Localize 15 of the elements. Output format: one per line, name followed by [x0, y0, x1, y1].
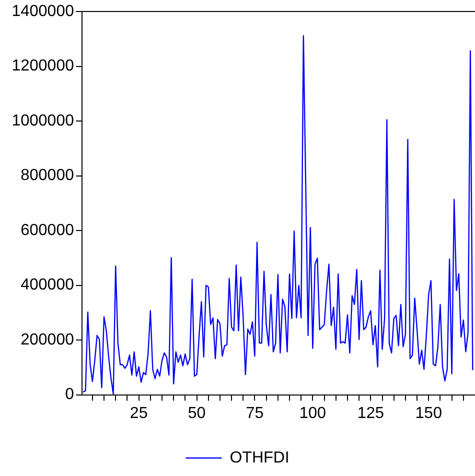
y-tick-label: 400000 [20, 276, 74, 294]
y-tick-label: 1400000 [12, 3, 74, 20]
y-tick-label: 0 [65, 386, 74, 404]
y-tick-label: 200000 [20, 331, 74, 348]
legend-label: OTHFDI [230, 449, 290, 466]
x-tick-label: 25 [130, 404, 148, 422]
x-tick-label: 150 [415, 404, 442, 422]
y-tick-label: 1000000 [12, 112, 74, 130]
x-tick-label: 125 [357, 404, 384, 422]
y-tick-label: 1200000 [12, 58, 74, 75]
x-tick-label: 75 [246, 404, 264, 422]
x-tick-label: 50 [188, 404, 206, 422]
y-tick-label: 600000 [20, 222, 74, 239]
y-tick-label: 800000 [20, 167, 74, 184]
x-tick-label: 100 [299, 404, 326, 422]
